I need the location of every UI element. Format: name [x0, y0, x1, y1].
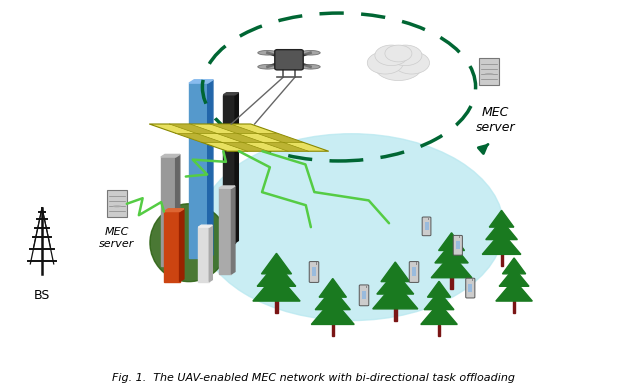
- FancyBboxPatch shape: [453, 236, 462, 255]
- FancyBboxPatch shape: [107, 191, 127, 217]
- Ellipse shape: [257, 51, 278, 55]
- Polygon shape: [377, 272, 414, 294]
- Polygon shape: [253, 273, 300, 301]
- Ellipse shape: [301, 64, 320, 69]
- Polygon shape: [222, 142, 268, 151]
- Polygon shape: [428, 281, 451, 297]
- Bar: [416, 262, 417, 265]
- Ellipse shape: [199, 134, 504, 321]
- Polygon shape: [219, 186, 235, 188]
- Polygon shape: [210, 124, 256, 133]
- FancyBboxPatch shape: [409, 261, 419, 282]
- Bar: [456, 241, 460, 249]
- Polygon shape: [261, 253, 291, 274]
- Polygon shape: [176, 154, 180, 266]
- FancyBboxPatch shape: [466, 278, 475, 298]
- FancyBboxPatch shape: [479, 58, 499, 85]
- Polygon shape: [315, 288, 350, 310]
- Polygon shape: [216, 133, 262, 142]
- Bar: [316, 262, 317, 265]
- Bar: [332, 323, 334, 336]
- Circle shape: [385, 45, 412, 62]
- Bar: [450, 276, 453, 289]
- Text: MEC
server: MEC server: [475, 107, 515, 134]
- Polygon shape: [175, 133, 222, 142]
- Polygon shape: [189, 83, 208, 258]
- Polygon shape: [170, 124, 216, 133]
- Bar: [428, 218, 429, 220]
- Polygon shape: [180, 209, 184, 281]
- Circle shape: [374, 51, 423, 81]
- Polygon shape: [198, 227, 209, 281]
- Polygon shape: [431, 254, 472, 278]
- Polygon shape: [502, 258, 526, 274]
- Text: Fig. 1.  The UAV-enabled MEC network with bi-directional task offloading: Fig. 1. The UAV-enabled MEC network with…: [112, 373, 516, 383]
- Polygon shape: [435, 243, 468, 263]
- Polygon shape: [319, 278, 347, 297]
- Bar: [468, 283, 472, 292]
- Text: MEC
server: MEC server: [99, 227, 135, 249]
- Polygon shape: [256, 133, 303, 142]
- Circle shape: [367, 52, 403, 74]
- Polygon shape: [161, 157, 176, 266]
- Polygon shape: [224, 93, 239, 95]
- Polygon shape: [219, 188, 232, 274]
- Polygon shape: [489, 211, 514, 227]
- Circle shape: [389, 45, 422, 65]
- Ellipse shape: [112, 205, 121, 207]
- FancyBboxPatch shape: [275, 50, 303, 70]
- Bar: [472, 279, 473, 281]
- Polygon shape: [486, 220, 517, 240]
- Polygon shape: [421, 303, 457, 325]
- Polygon shape: [438, 233, 465, 250]
- Polygon shape: [262, 142, 308, 151]
- Polygon shape: [164, 209, 184, 212]
- Ellipse shape: [257, 64, 278, 69]
- Bar: [501, 254, 502, 266]
- Bar: [311, 267, 317, 276]
- Bar: [412, 267, 416, 276]
- Text: BS: BS: [34, 289, 50, 302]
- Bar: [425, 222, 428, 230]
- Polygon shape: [496, 279, 533, 301]
- Polygon shape: [311, 299, 354, 325]
- Polygon shape: [373, 282, 418, 309]
- FancyBboxPatch shape: [422, 217, 431, 236]
- Polygon shape: [232, 186, 235, 274]
- Polygon shape: [482, 232, 521, 254]
- Bar: [513, 301, 515, 313]
- Bar: [394, 306, 396, 321]
- Circle shape: [375, 45, 408, 65]
- Ellipse shape: [150, 204, 228, 281]
- Bar: [275, 298, 278, 313]
- Polygon shape: [235, 93, 239, 243]
- Polygon shape: [198, 225, 212, 227]
- Polygon shape: [381, 262, 409, 281]
- Bar: [438, 325, 440, 336]
- Polygon shape: [164, 212, 180, 281]
- Polygon shape: [189, 80, 213, 83]
- Polygon shape: [208, 80, 213, 258]
- Polygon shape: [424, 292, 454, 310]
- Circle shape: [394, 52, 430, 74]
- Polygon shape: [257, 263, 296, 286]
- Bar: [365, 286, 367, 288]
- Polygon shape: [499, 268, 529, 286]
- Polygon shape: [149, 124, 328, 151]
- Bar: [362, 290, 366, 299]
- Polygon shape: [209, 225, 212, 281]
- FancyBboxPatch shape: [359, 285, 369, 306]
- Ellipse shape: [301, 51, 320, 55]
- Polygon shape: [161, 154, 180, 157]
- FancyBboxPatch shape: [309, 261, 319, 282]
- Polygon shape: [224, 95, 235, 243]
- Ellipse shape: [485, 73, 494, 75]
